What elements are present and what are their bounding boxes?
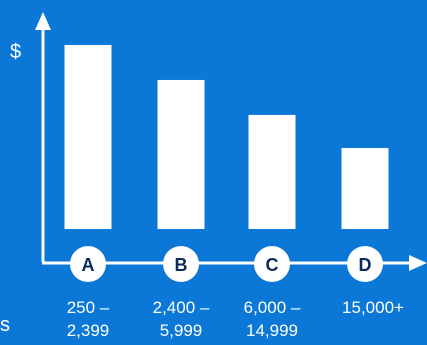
bars <box>64 45 389 230</box>
bar-a <box>64 45 112 229</box>
range-labels: 250 – 2,399 2,400 – 5,999 6,000 – 14,999 15,00… <box>67 298 404 340</box>
range-label-d-line-1: 15,000+ <box>342 298 404 317</box>
range-label-c-line-1: 6,000 – <box>244 298 301 317</box>
bar-c <box>248 114 296 229</box>
bar-b <box>157 79 205 230</box>
range-label-a-line-2: 2,399 <box>67 321 110 340</box>
marker-b: B <box>163 246 199 282</box>
marker-c: C <box>254 246 290 282</box>
y-axis <box>35 12 51 262</box>
category-label-a: A <box>82 255 95 275</box>
marker-circle-b <box>163 246 199 282</box>
y-axis-label: $ <box>10 41 21 63</box>
range-label-c-line-2: 14,999 <box>246 321 298 340</box>
range-label-a-line-1: 250 – <box>67 298 110 317</box>
category-markers: A B C D <box>70 246 383 282</box>
x-axis-arrowhead <box>409 255 427 271</box>
range-label-b-line-2: 5,999 <box>160 321 203 340</box>
marker-a: A <box>70 246 106 282</box>
marker-d: D <box>347 246 383 282</box>
edge-text: s <box>0 314 10 336</box>
range-label-b-line-1: 2,400 – <box>153 298 210 317</box>
marker-circle-d <box>347 246 383 282</box>
y-axis-arrowhead <box>35 12 51 30</box>
marker-circle-c <box>254 246 290 282</box>
category-label-c: C <box>266 255 279 275</box>
marker-circle-a <box>70 246 106 282</box>
bar-d <box>341 148 389 229</box>
category-label-b: B <box>175 255 188 275</box>
category-label-d: D <box>359 255 372 275</box>
